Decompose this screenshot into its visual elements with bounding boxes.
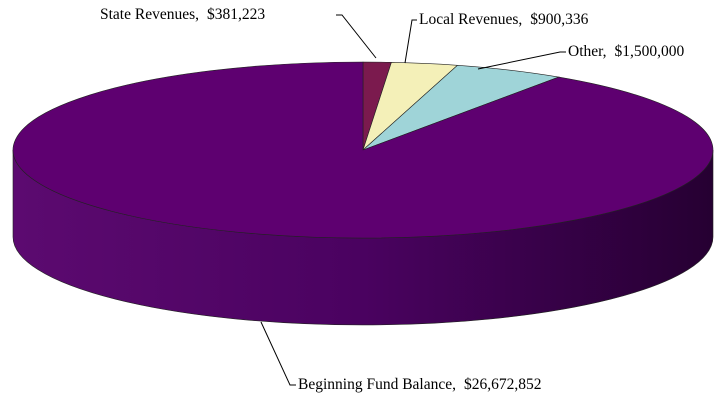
slice-value: $1,500,000	[615, 43, 685, 60]
slice-name: Other,	[568, 43, 607, 60]
slice-value: $381,223	[207, 6, 265, 23]
leader-line	[260, 321, 296, 386]
slice-value: $26,672,852	[464, 376, 542, 393]
leader-line	[404, 19, 417, 64]
leader-line	[477, 51, 566, 70]
leader-line	[336, 14, 377, 59]
slice-value: $900,336	[530, 11, 588, 28]
slice-label: State Revenues, $381,223	[100, 6, 265, 23]
slice-name: Local Revenues,	[419, 11, 522, 28]
slice-label: Other, $1,500,000	[568, 43, 685, 60]
slice-label: Local Revenues, $900,336	[419, 11, 589, 28]
pie-slice	[12, 61, 714, 239]
slice-label: Beginning Fund Balance, $26,672,852	[298, 376, 542, 393]
slice-name: Beginning Fund Balance,	[298, 376, 456, 393]
slice-name: State Revenues,	[100, 6, 199, 23]
